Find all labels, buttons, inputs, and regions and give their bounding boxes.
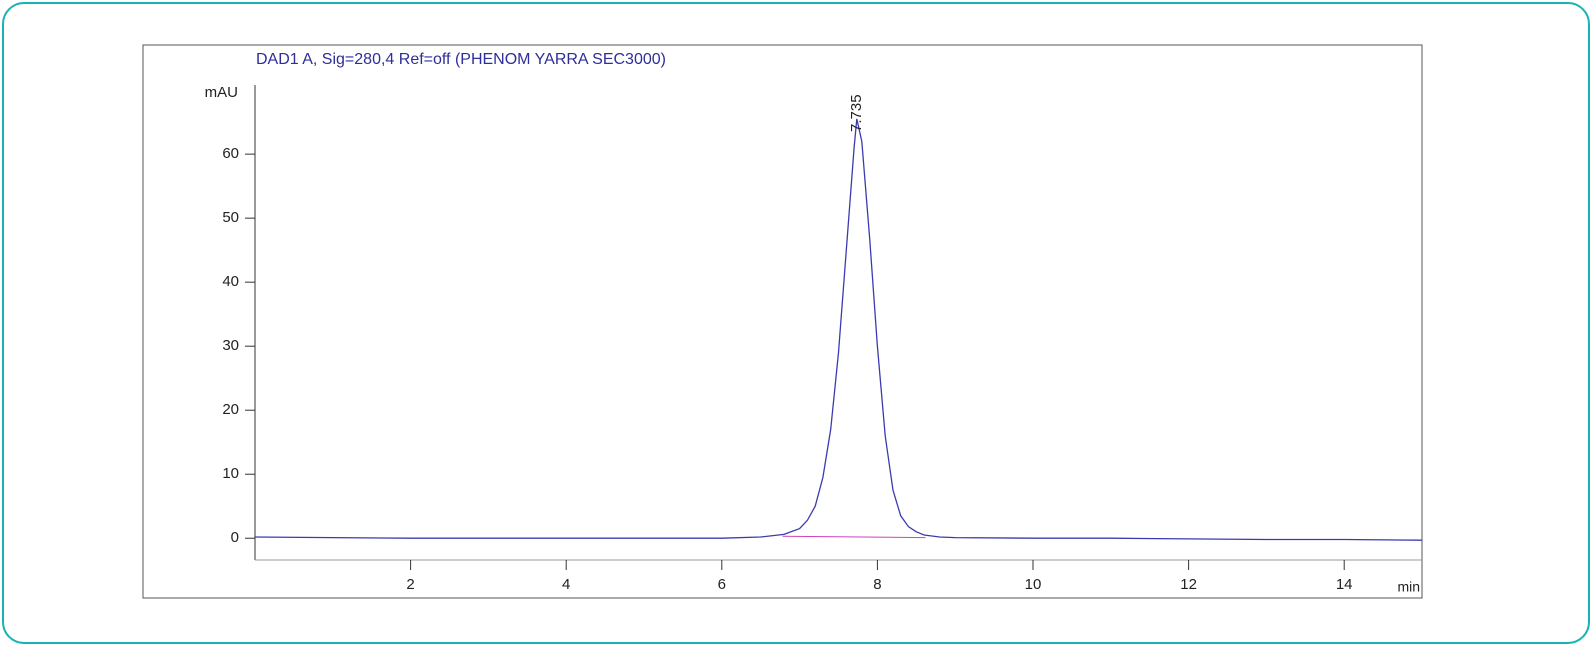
peak-label: 7.735 [848,94,865,132]
x-tick-label: 14 [1336,576,1353,593]
y-axis-label: mAU [205,84,238,101]
y-tick-label: 50 [222,209,239,226]
x-tick-label: 12 [1180,576,1197,593]
x-axis-label: min [1397,579,1420,595]
y-tick-label: 30 [222,337,239,354]
x-tick-label: 6 [718,576,726,593]
signal-line [254,118,1423,541]
x-tick-label: 8 [873,576,881,593]
chart-frame [142,44,1423,599]
y-tick-label: 20 [222,401,239,418]
x-tick-label: 2 [406,576,414,593]
y-tick-label: 0 [231,529,239,546]
integration-baseline [782,535,926,539]
y-tick-label: 10 [222,465,239,482]
y-tick-label: 40 [222,273,239,290]
x-tick-label: 4 [562,576,570,593]
x-tick-label: 10 [1025,576,1042,593]
y-tick-label: 60 [222,145,239,162]
chart-title: DAD1 A, Sig=280,4 Ref=off (PHENOM YARRA … [256,51,666,68]
